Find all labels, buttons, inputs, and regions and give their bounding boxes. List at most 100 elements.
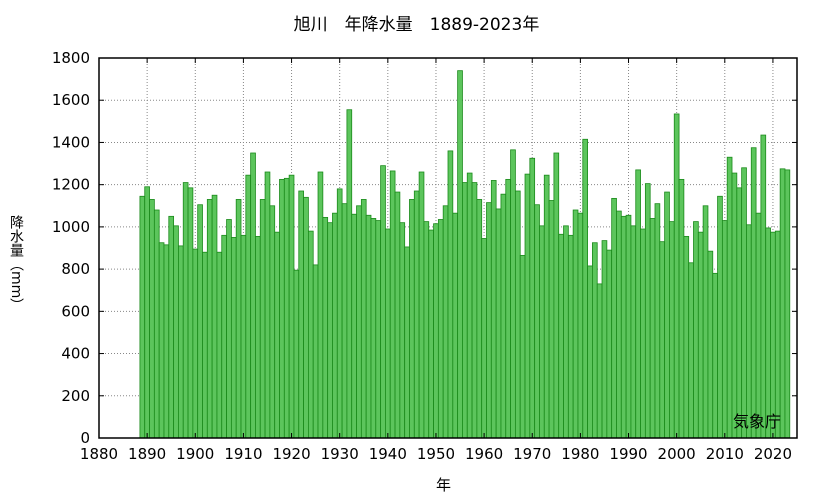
bar-1968 xyxy=(519,254,526,439)
bar-1898 xyxy=(182,182,189,439)
bar-1940 xyxy=(385,228,391,439)
bar-1969 xyxy=(524,173,531,439)
x-tick-label: 1990 xyxy=(609,445,647,463)
bar-1955 xyxy=(457,70,463,439)
bar-1949 xyxy=(428,229,434,439)
bar-1896 xyxy=(173,225,179,439)
bar-1900 xyxy=(192,248,199,439)
bar-1985 xyxy=(601,240,608,439)
bar-1911 xyxy=(245,174,252,439)
bar-1954 xyxy=(452,212,459,439)
bar-1930 xyxy=(336,188,343,439)
bar-1920 xyxy=(288,174,295,439)
plot-frame xyxy=(98,57,798,439)
bar-1980 xyxy=(577,212,584,439)
bar-1905 xyxy=(216,251,223,439)
bar-2000 xyxy=(673,113,680,439)
bar-1906 xyxy=(221,234,227,439)
y-tick-label: 1000 xyxy=(52,218,90,236)
bar-1990 xyxy=(625,214,632,439)
bar-1895 xyxy=(168,215,175,439)
bar-1910 xyxy=(240,234,247,439)
bar-1946 xyxy=(413,190,420,439)
bar-1979 xyxy=(572,209,579,439)
bar-2009 xyxy=(717,195,723,439)
bar-1973 xyxy=(543,174,550,439)
bar-2005 xyxy=(697,231,704,439)
bar-1889 xyxy=(139,195,146,439)
y-tick-label: 400 xyxy=(61,345,90,363)
bar-1907 xyxy=(226,219,232,439)
bar-1937 xyxy=(370,218,377,439)
bar-1891 xyxy=(149,199,155,439)
bar-1936 xyxy=(365,214,372,439)
y-tick-label: 200 xyxy=(61,387,90,405)
x-tick-label: 2010 xyxy=(706,445,744,463)
bar-1921 xyxy=(293,269,300,439)
bar-1941 xyxy=(389,170,396,439)
bar-1927 xyxy=(322,216,329,439)
bar-1947 xyxy=(418,171,425,439)
bar-2015 xyxy=(746,224,752,439)
bar-1999 xyxy=(669,221,675,439)
bar-1993 xyxy=(640,228,646,439)
x-tick-label: 2000 xyxy=(658,445,696,463)
bar-1890 xyxy=(144,186,150,439)
bar-2022 xyxy=(779,168,786,439)
bar-1919 xyxy=(283,177,290,439)
y-tick-label: 1200 xyxy=(52,176,90,194)
bar-series xyxy=(139,70,791,439)
bar-1948 xyxy=(423,221,430,439)
bar-1892 xyxy=(153,209,160,439)
bar-1912 xyxy=(250,152,256,439)
bar-1923 xyxy=(303,196,309,439)
bar-1901 xyxy=(197,204,203,439)
bar-1925 xyxy=(312,264,319,439)
bar-2021 xyxy=(774,230,781,439)
bar-1903 xyxy=(206,199,213,439)
bar-1915 xyxy=(264,171,271,439)
y-tick-label: 1400 xyxy=(52,133,90,151)
x-tick-label: 1980 xyxy=(561,445,599,463)
bar-1995 xyxy=(649,218,656,439)
y-tick-label: 0 xyxy=(80,429,90,447)
bar-1976 xyxy=(558,233,564,439)
bar-1909 xyxy=(235,199,242,439)
bar-2010 xyxy=(721,220,728,439)
bar-1893 xyxy=(158,242,165,439)
bar-1950 xyxy=(433,223,439,439)
bar-1957 xyxy=(466,172,473,439)
x-tick-label: 1940 xyxy=(369,445,407,463)
bar-2003 xyxy=(688,262,694,439)
bar-1924 xyxy=(307,230,314,439)
bar-1998 xyxy=(664,191,670,439)
bar-2002 xyxy=(683,235,690,439)
bar-1989 xyxy=(620,215,627,439)
bar-1894 xyxy=(163,244,170,439)
bar-1951 xyxy=(437,219,444,439)
bar-1982 xyxy=(587,265,593,439)
bar-1962 xyxy=(490,180,497,439)
bar-1953 xyxy=(447,150,454,439)
bar-2018 xyxy=(760,134,767,439)
bar-1981 xyxy=(582,138,588,439)
bar-1984 xyxy=(596,283,603,439)
bar-1918 xyxy=(279,178,285,439)
y-tick-label: 1800 xyxy=(52,49,90,67)
credit-label: 気象庁 xyxy=(733,412,782,431)
x-tick-label: 1910 xyxy=(224,445,262,463)
bar-1952 xyxy=(442,205,449,439)
bar-1902 xyxy=(202,251,208,439)
bar-1971 xyxy=(534,204,540,439)
bar-1945 xyxy=(409,199,415,439)
bar-1961 xyxy=(486,202,492,439)
bar-1928 xyxy=(327,222,333,439)
bar-1913 xyxy=(255,235,261,439)
bar-1929 xyxy=(332,212,338,439)
x-tick-label: 1930 xyxy=(321,445,359,463)
x-tick-label: 1890 xyxy=(128,445,166,463)
bar-1917 xyxy=(274,231,280,439)
bar-1977 xyxy=(563,225,569,439)
bar-2011 xyxy=(726,156,733,439)
bar-1897 xyxy=(178,245,184,439)
